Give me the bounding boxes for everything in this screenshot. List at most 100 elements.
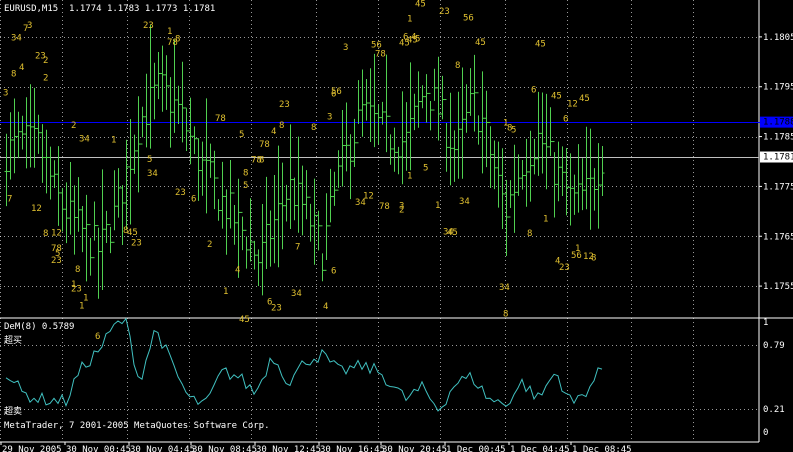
- fractal-label: 1: [111, 135, 116, 145]
- fractal-label: 2: [399, 205, 404, 215]
- fractal-labels: 6878235423434181223785668381323445182334…: [3, 0, 596, 342]
- fractal-label: 4: [411, 32, 416, 42]
- fractal-label: 1: [503, 119, 508, 129]
- fractal-label: 8: [527, 229, 532, 239]
- chart-title: EURUSD,M15 1.1774 1.1783 1.1773 1.1781: [4, 4, 215, 14]
- fractal-label: 12: [51, 228, 62, 238]
- current-price-tag: [760, 151, 793, 163]
- fractal-label: 6: [531, 86, 536, 96]
- fractal-label: 5: [147, 155, 152, 165]
- fractal-label: 4: [235, 266, 240, 276]
- indicator-level-label: 0.79: [763, 341, 785, 351]
- price-tick-label: 1.1755: [763, 282, 793, 292]
- fractal-label: 8: [243, 169, 248, 179]
- fractal-label: 1: [223, 287, 228, 297]
- fractal-label: 34: [147, 169, 158, 179]
- time-tick-label: 30 Nov 04:45: [130, 445, 195, 452]
- time-tick-label: 29 Nov 2005: [2, 445, 62, 452]
- fractal-label: 6: [403, 32, 408, 42]
- price-tick-label: 1.1775: [763, 182, 793, 192]
- fractal-label: 1: [79, 301, 84, 311]
- fractal-label: 8: [507, 124, 512, 134]
- fractal-label: 2: [43, 56, 48, 66]
- fractal-label: 45: [535, 39, 546, 49]
- fractal-label: 3: [343, 43, 348, 53]
- fractal-label: 78: [251, 156, 262, 166]
- price-tick-label: 1.1765: [763, 232, 793, 242]
- fractal-label: 45: [239, 315, 250, 325]
- fractal-label: 34: [11, 33, 22, 43]
- fractal-label: 5: [243, 181, 248, 191]
- fractal-label: 6: [331, 267, 336, 277]
- fractal-label: 8: [503, 310, 508, 320]
- indicator-level-label: 0.21: [763, 405, 785, 415]
- fractal-label: 8: [591, 253, 596, 263]
- fractal-label: 56: [463, 13, 474, 23]
- fractal-label: 78: [375, 50, 386, 60]
- fractal-label: 4: [271, 127, 276, 137]
- axes: 1.1805 1.1795 1.1785 1.1775 1.1765 1.1755 1.17…: [0, 33, 793, 452]
- fractal-label: 23: [175, 188, 186, 198]
- hline-price-label: 1.1788: [763, 118, 793, 128]
- time-tick-label: 1 Dec 04:45: [510, 445, 570, 452]
- fractal-label: 5: [415, 35, 420, 45]
- indicator-level-label: 1: [763, 318, 768, 328]
- time-tick-label: 30 Nov 08:45: [192, 445, 257, 452]
- fractal-label: 7: [295, 242, 300, 252]
- price-bars: [4, 24, 605, 299]
- indicator-title: DeM(8) 0.5789: [4, 322, 75, 332]
- fractal-label: 2: [71, 121, 76, 131]
- fractal-label: 6: [191, 194, 196, 204]
- fractal-label: 56: [571, 251, 582, 261]
- hline-price-tag: [760, 116, 793, 128]
- fractal-label: 45: [579, 94, 590, 104]
- fractal-label: 3: [399, 201, 404, 211]
- fractal-label: 1: [435, 201, 440, 211]
- oversold-label: 超卖: [4, 407, 23, 417]
- fractal-label: 7: [23, 24, 28, 34]
- fractal-label: 8: [123, 226, 128, 236]
- time-tick-label: 30 Nov 16:45: [320, 445, 385, 452]
- fractal-label: 45: [407, 35, 418, 45]
- fractal-label: 6: [267, 297, 272, 307]
- fractal-label: 5: [239, 130, 244, 140]
- fractal-label: 8: [75, 265, 80, 275]
- fractal-label: 8: [175, 34, 180, 44]
- indicator-level-label: 0: [763, 428, 768, 438]
- fractal-label: 12: [31, 204, 42, 214]
- fractal-label: 6: [563, 115, 568, 125]
- fractal-label: 78: [259, 140, 270, 150]
- fractal-label: 34: [79, 135, 90, 145]
- fractal-label: 78: [167, 38, 178, 48]
- fractal-label: 8: [311, 123, 316, 133]
- price-tick-label: 1.1795: [763, 83, 793, 93]
- price-tick-label: 1.1805: [763, 33, 793, 43]
- fractal-label: 6: [95, 332, 100, 342]
- fractal-label: 12: [583, 252, 594, 262]
- demarker-indicator: [5, 317, 603, 412]
- fractal-label: 23: [143, 21, 154, 31]
- fractal-label: 23: [271, 303, 282, 313]
- price-tick-label: 1.1785: [763, 133, 793, 143]
- symbol-timeframe: EURUSD,M15: [4, 4, 59, 14]
- fractal-label: 45: [551, 91, 562, 101]
- fractal-label: 45: [447, 228, 458, 238]
- time-tick-label: 30 Nov 20:45: [382, 445, 447, 452]
- current-price-label: 1.1781: [763, 153, 793, 163]
- fractal-label: 78: [51, 244, 62, 254]
- fractal-label: 1: [83, 294, 88, 304]
- fractal-label: 45: [127, 228, 138, 238]
- fractal-label: 4: [555, 256, 560, 266]
- fractal-label: 1: [575, 244, 580, 254]
- fractal-label: 5: [55, 249, 60, 259]
- fractal-label: 1: [167, 27, 172, 37]
- fractal-label: 8: [279, 121, 284, 131]
- fractal-label: 1: [407, 172, 412, 182]
- fractal-label: 2: [43, 73, 48, 83]
- time-tick-label: 1 Dec 00:45: [446, 445, 506, 452]
- fractal-label: 34: [355, 198, 366, 208]
- time-tick-label: 30 Nov 00:45: [66, 445, 131, 452]
- fractal-label: 45: [399, 39, 410, 49]
